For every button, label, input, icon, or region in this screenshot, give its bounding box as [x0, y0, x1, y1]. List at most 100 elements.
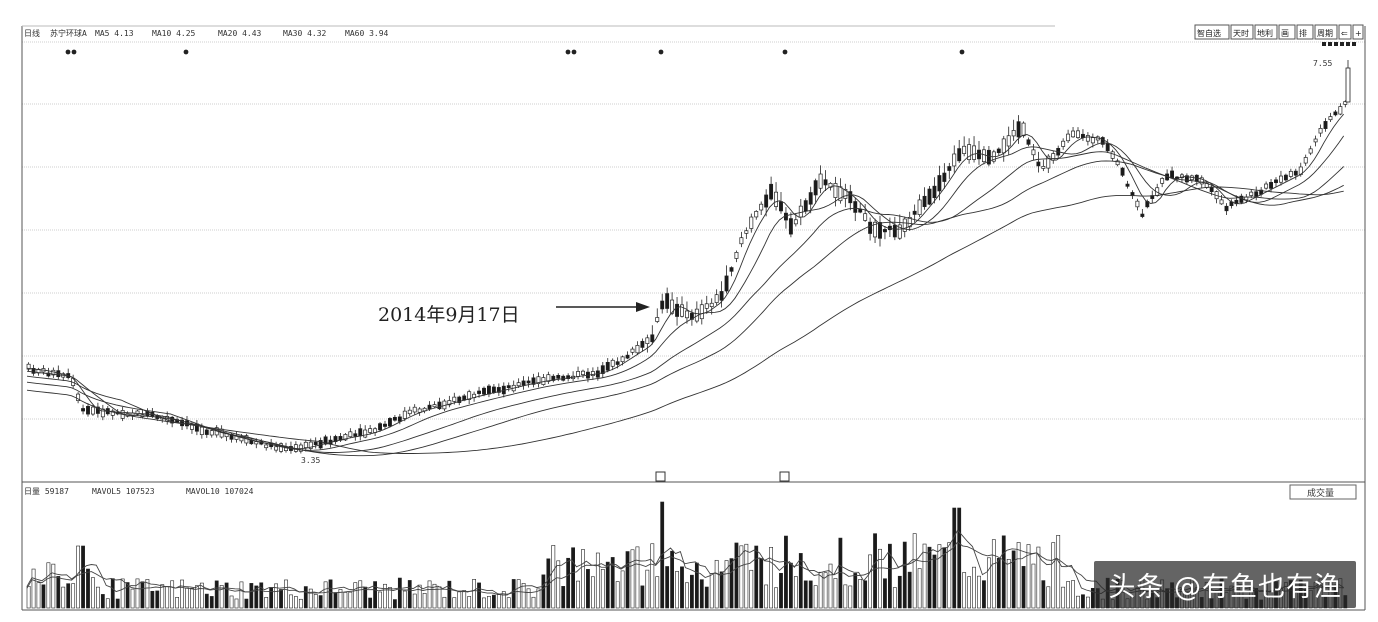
toolbar-button[interactable]: 画 — [1278, 24, 1296, 40]
toolbar-button[interactable]: 周期 — [1314, 24, 1338, 40]
volume-bar — [383, 583, 387, 609]
volume-bar — [571, 547, 576, 609]
candle-body — [803, 200, 808, 212]
candle-body — [1254, 191, 1259, 197]
candle-body — [1001, 138, 1006, 154]
mavol10-value: MAVOL10 107024 — [186, 487, 254, 496]
candle-body — [496, 387, 501, 393]
candle-body — [1041, 166, 1046, 169]
candle-body — [981, 149, 986, 163]
candle-body — [1051, 153, 1056, 161]
candle-body — [170, 416, 175, 424]
volume-bar — [328, 579, 333, 609]
candle-body — [1234, 199, 1239, 205]
volume-bar — [239, 581, 244, 609]
volume-bar — [462, 590, 467, 609]
volume-bar — [51, 563, 56, 609]
volume-bar — [962, 572, 967, 609]
candle-body — [714, 294, 719, 303]
volume-bar — [590, 576, 595, 609]
candle-body — [947, 166, 952, 171]
signal-dot — [65, 49, 71, 55]
candle-body — [605, 361, 610, 371]
candle-body — [704, 303, 709, 309]
volume-bar — [739, 545, 744, 609]
volume-bar — [422, 592, 427, 609]
candle-body — [477, 390, 482, 394]
volume-bar — [348, 591, 353, 609]
candle-body — [81, 408, 85, 412]
ma-line-ma10 — [26, 135, 1345, 451]
volume-bar — [967, 576, 972, 609]
toolbar-button[interactable]: 智自选 — [1194, 24, 1230, 40]
candle-body — [882, 229, 887, 233]
volume-indicator-button[interactable]: 成交量 — [1289, 484, 1357, 500]
candle-body — [1179, 174, 1184, 179]
volume-bar — [808, 580, 813, 609]
volume-bar — [195, 585, 199, 609]
toolbar-button-label: ⇐ — [1341, 29, 1348, 38]
candle-body — [744, 230, 749, 234]
volume-bar — [675, 571, 679, 609]
volume-bar — [689, 574, 694, 609]
volume-bar — [392, 599, 397, 609]
candle-body — [1219, 199, 1224, 205]
event-marker — [655, 471, 666, 482]
moving-average-lines — [26, 113, 1345, 457]
toolbar-button[interactable]: + — [1352, 24, 1364, 40]
candle-body — [843, 188, 848, 199]
volume-bar — [26, 585, 31, 609]
toolbar-button[interactable]: 排 — [1296, 24, 1314, 40]
candle-body — [308, 441, 313, 449]
candle-body — [957, 148, 962, 162]
volume-bar — [833, 578, 838, 609]
volume-bar — [303, 586, 308, 609]
candle-body — [1125, 183, 1130, 187]
volume-bar — [427, 580, 432, 609]
volume-bar — [670, 550, 675, 609]
volume-bar — [135, 578, 140, 609]
volume-bar — [219, 585, 224, 609]
candle-body — [1318, 128, 1323, 134]
signal-dot — [658, 49, 664, 55]
candle-body — [788, 218, 793, 235]
candle-body — [1061, 140, 1066, 147]
ma-line-ma60 — [26, 186, 1344, 454]
volume-bar — [254, 585, 259, 609]
candle-body — [254, 441, 259, 445]
candle-body — [333, 436, 338, 443]
volume-bar — [1026, 544, 1031, 609]
volume-bar — [640, 585, 645, 609]
toolbar-button-frame — [1254, 24, 1278, 40]
candle-body — [660, 300, 665, 310]
candle-body — [76, 393, 81, 401]
volume-bar — [323, 581, 328, 609]
volume-bar — [125, 582, 130, 609]
volume-bar — [76, 545, 81, 609]
volume-bar — [368, 597, 373, 609]
volume-bar — [66, 583, 71, 609]
volume-bar — [947, 542, 952, 609]
volume-bar — [887, 543, 892, 609]
volume-bar — [600, 569, 605, 609]
candle-body — [1110, 151, 1115, 159]
volume-bar — [784, 535, 788, 609]
candle-body — [684, 310, 689, 319]
volume-value: 日量 59187 — [24, 487, 69, 496]
volume-bar — [620, 570, 625, 609]
candle-body — [1026, 139, 1031, 145]
volume-bar — [105, 598, 110, 609]
volume-bar — [531, 596, 536, 609]
volume-bar — [1066, 581, 1071, 609]
toolbar-button[interactable]: 地利 — [1254, 24, 1278, 40]
candle-body — [86, 405, 90, 415]
toolbar-button-label: 周期 — [1317, 29, 1333, 38]
toolbar-button[interactable]: ⇐ — [1338, 24, 1352, 40]
candle-body — [343, 434, 348, 441]
volume-bar — [892, 587, 897, 609]
volume-bar — [759, 558, 764, 609]
volume-bar — [274, 583, 279, 609]
toolbar-button[interactable]: 天时 — [1230, 24, 1254, 40]
volume-bar — [897, 575, 902, 609]
volume-bar — [279, 589, 283, 609]
